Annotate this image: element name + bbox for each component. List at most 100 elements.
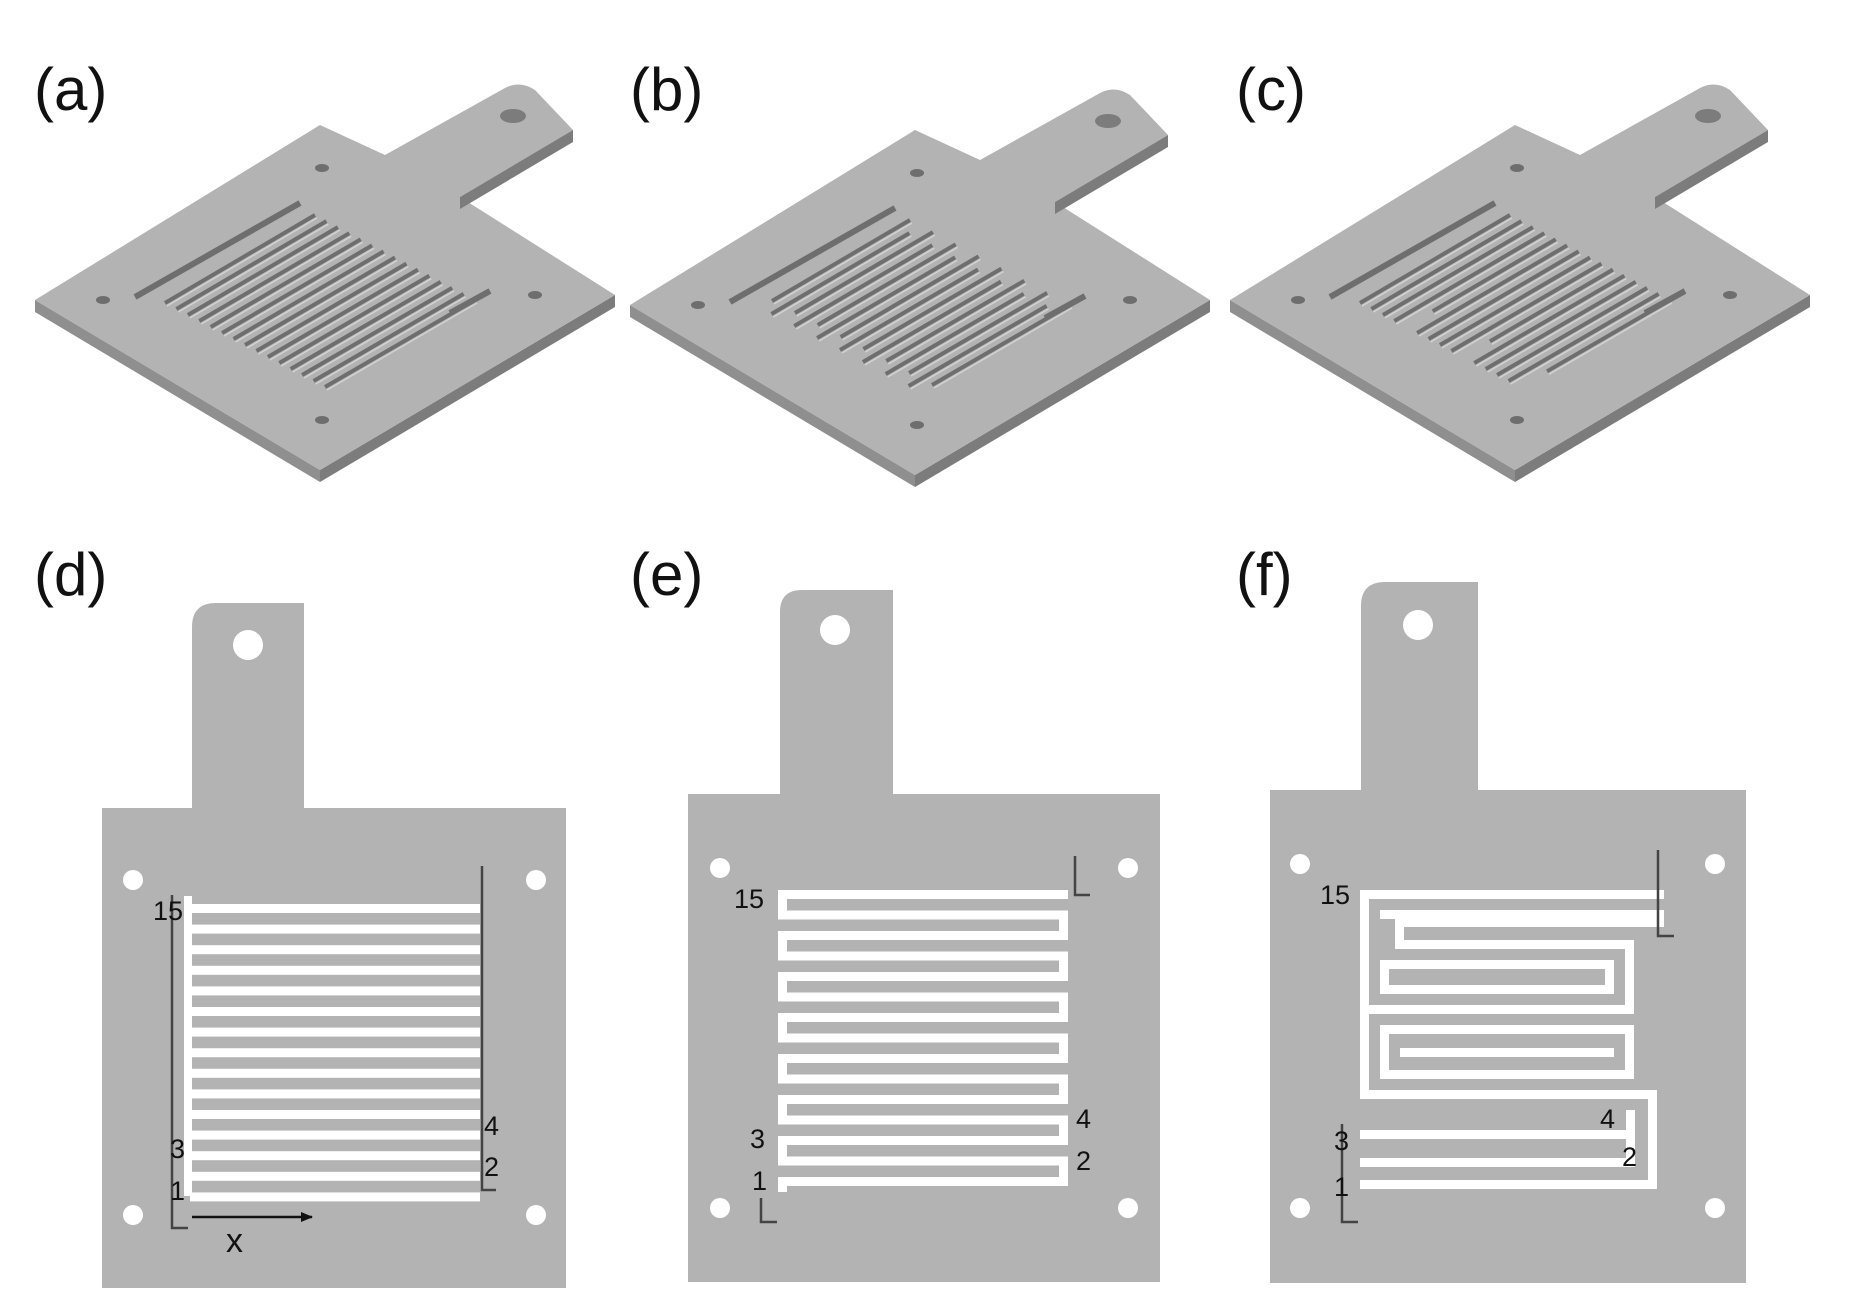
groove <box>255 261 408 353</box>
mounting-hole <box>1705 1198 1725 1218</box>
groove-highlight <box>178 223 329 313</box>
groove <box>793 243 934 328</box>
groove <box>186 225 339 317</box>
serpentine-segment <box>1625 1025 1634 1079</box>
serpentine-segment <box>1400 1048 1614 1057</box>
groove <box>1450 261 1603 353</box>
groove <box>884 292 1025 376</box>
channel-3 <box>778 1136 1060 1145</box>
x-axis-label: x <box>226 1222 243 1260</box>
panel-label-f: (f) <box>1236 541 1293 608</box>
channel-12 <box>786 951 1068 961</box>
mounting-hole <box>1118 858 1138 878</box>
mounting-hole <box>528 291 542 299</box>
groove-highlight <box>1434 241 1559 315</box>
groove-highlight <box>933 307 1073 389</box>
channel-label-4: 4 <box>484 1111 499 1141</box>
groove <box>839 254 980 339</box>
groove <box>209 237 362 329</box>
groove-highlight <box>887 296 1027 378</box>
inlet-manifold-line <box>170 895 188 1230</box>
mounting-hole <box>1290 1198 1310 1218</box>
groove <box>838 267 980 352</box>
top-view-plate-interdigitated: 15 3 1 4 2 <box>688 590 1160 1282</box>
panel-label-c: (c) <box>1236 56 1306 123</box>
isometric-plate-serpentine <box>1230 84 1810 482</box>
groove-highlight <box>1487 284 1639 373</box>
groove-highlight <box>910 308 1049 390</box>
groove <box>885 278 1026 363</box>
serpentine-segment <box>1360 890 1664 899</box>
groove-highlight <box>865 270 1004 353</box>
groove-highlight <box>795 247 935 330</box>
plate-side <box>1515 295 1810 482</box>
groove <box>816 242 957 327</box>
groove-highlight <box>796 234 936 317</box>
channel-1 <box>778 1177 1060 1186</box>
groove <box>266 267 419 359</box>
mounting-hole <box>691 301 705 309</box>
header-gap <box>778 1083 787 1095</box>
groove <box>816 255 957 340</box>
groove-highlight <box>1510 296 1661 385</box>
groove-highlight <box>887 283 1027 365</box>
serpentine-segment <box>1395 918 1404 949</box>
groove-highlight <box>303 290 455 379</box>
groove-highlight <box>258 265 409 355</box>
mounting-hole <box>1403 610 1433 640</box>
channel-12 <box>190 965 480 975</box>
serpentine-segment <box>1360 1005 1369 1099</box>
mounting-hole <box>123 1205 143 1225</box>
channel-4 <box>190 1130 480 1140</box>
groove <box>243 255 397 347</box>
serpentine-segment <box>1625 940 1634 1014</box>
channel-6 <box>786 1074 1068 1084</box>
inlet-header <box>184 896 192 1196</box>
panel-label-d: (d) <box>34 541 107 608</box>
channel-label-3: 3 <box>750 1124 765 1154</box>
groove-highlight <box>842 258 981 341</box>
mounting-hole <box>1291 296 1305 304</box>
channel-15 <box>778 890 1060 899</box>
mounting-hole <box>233 630 263 660</box>
channel-13 <box>190 945 480 955</box>
serpentine-segment <box>1380 1070 1634 1079</box>
groove <box>198 231 351 323</box>
mounting-hole <box>910 421 924 429</box>
parallel-channels <box>184 896 480 1202</box>
inlet-slot <box>1328 200 1497 300</box>
groove <box>793 230 934 315</box>
header-gap <box>778 1042 787 1054</box>
serpentine-segment <box>1360 1180 1657 1189</box>
channel-5 <box>190 1110 480 1119</box>
groove <box>289 280 442 371</box>
groove-highlight <box>1373 223 1524 313</box>
channel-label-4: 4 <box>1076 1104 1091 1134</box>
mounting-hole <box>96 296 110 304</box>
channel-4 <box>786 1115 1068 1125</box>
groove-highlight <box>166 217 318 307</box>
top-view-plate-parallel: x 15 3 1 4 2 <box>102 603 566 1288</box>
groove <box>770 218 912 303</box>
groove <box>1393 231 1546 323</box>
tab-side <box>1055 135 1168 214</box>
channel-label-15: 15 <box>153 896 183 926</box>
groove-highlight <box>200 235 352 325</box>
channel-label-1: 1 <box>170 1176 185 1206</box>
serpentine-segment <box>1605 960 1614 994</box>
plate-side <box>1230 300 1515 482</box>
groove <box>861 279 1002 364</box>
mounting-hole <box>123 870 143 890</box>
groove-highlight <box>1418 247 1570 337</box>
groove-highlight <box>773 222 913 305</box>
channel-8 <box>786 1033 1068 1043</box>
mounting-hole <box>526 1205 546 1225</box>
groove <box>1473 273 1626 365</box>
mounting-hole <box>526 870 546 890</box>
groove <box>1484 280 1637 371</box>
serpentine-segment <box>1648 1090 1657 1189</box>
groove-highlight <box>1430 253 1581 343</box>
groove-highlight <box>223 247 375 337</box>
channel-7 <box>778 1054 1060 1063</box>
